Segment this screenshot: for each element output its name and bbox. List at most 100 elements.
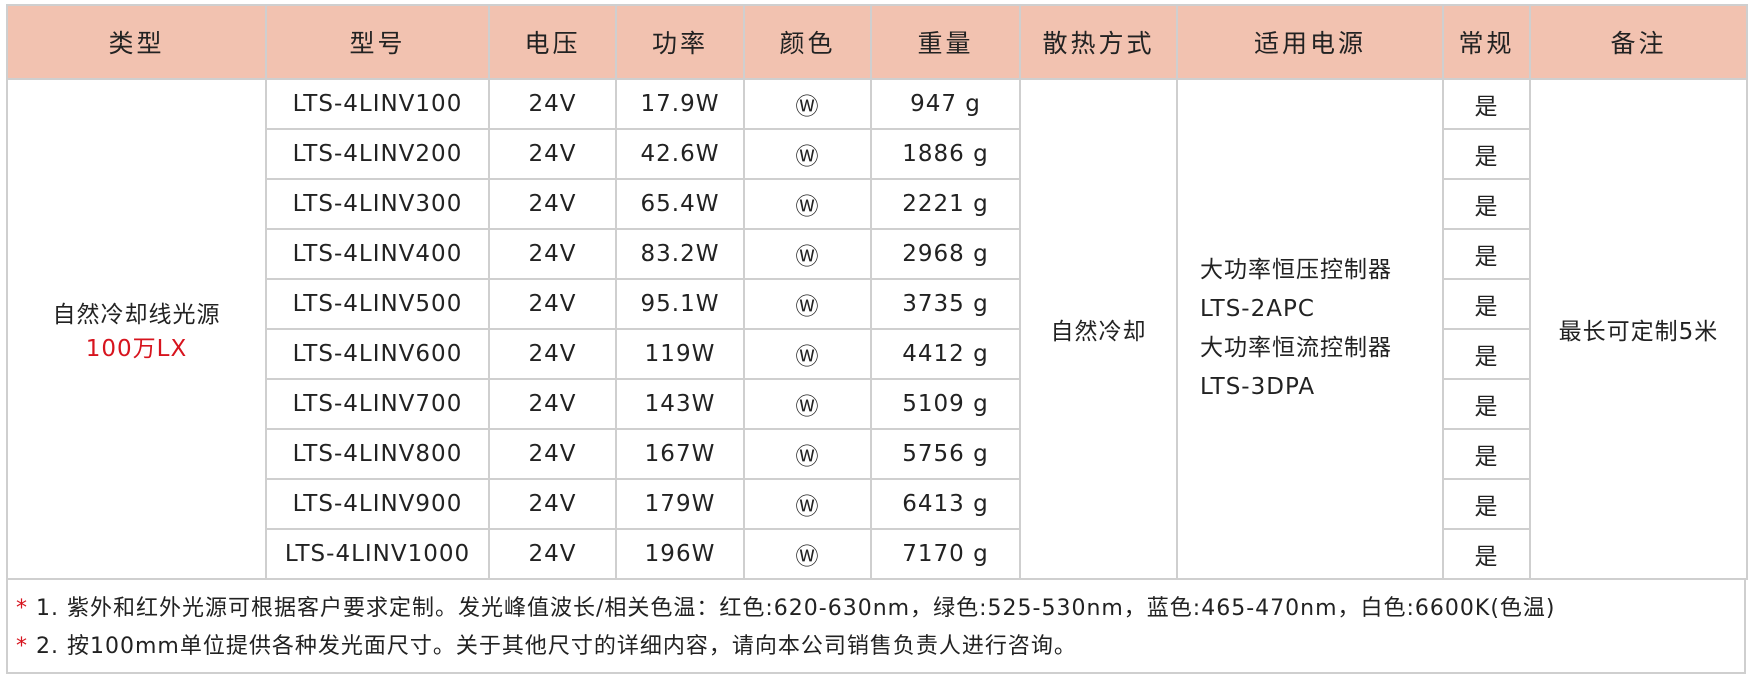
color-cell: Ⓦ <box>743 78 872 130</box>
regular-cell: 是 <box>1442 178 1531 230</box>
regular-cell: 是 <box>1442 428 1531 480</box>
color-cell: Ⓦ <box>743 528 872 580</box>
model-cell: LTS-4LINV800 <box>265 428 490 480</box>
weight-cell: 5756 g <box>870 428 1021 480</box>
voltage-cell: 24V <box>488 428 617 480</box>
voltage-cell: 24V <box>488 278 617 330</box>
color-cell: Ⓦ <box>743 378 872 430</box>
regular-cell: 是 <box>1442 478 1531 530</box>
power-cell: 119W <box>615 328 745 380</box>
model-cell: LTS-4LINV100 <box>265 78 490 130</box>
model-cell: LTS-4LINV600 <box>265 328 490 380</box>
weight-cell: 6413 g <box>870 478 1021 530</box>
header-cell: 常规 <box>1442 4 1531 80</box>
voltage-cell: 24V <box>488 378 617 430</box>
footnote-text: 1. 紫外和红外光源可根据客户要求定制。发光峰值波长/相关色温：红色:620-6… <box>36 596 1556 621</box>
model-cell: LTS-4LINV1000 <box>265 528 490 580</box>
header-cell: 电压 <box>488 4 617 80</box>
type-lux: 100万LX <box>85 336 188 362</box>
model-cell: LTS-4LINV300 <box>265 178 490 230</box>
table-row: LTS-4LINV600 24V 119W Ⓦ 4412 g 是 <box>7 328 1747 380</box>
weight-cell: 2968 g <box>870 228 1021 280</box>
spec-sheet: 类型 型号 电压 功率 颜色 重量 散热方式 适用电源 常规 备注 自然冷却线光源 100万LX LT… <box>6 4 1748 674</box>
table-row: LTS-4LINV400 24V 83.2W Ⓦ 2968 g 是 <box>7 228 1747 280</box>
power-supply-line: 大功率恒压控制器 <box>1200 257 1392 283</box>
color-cell: Ⓦ <box>743 128 872 180</box>
color-cell: Ⓦ <box>743 478 872 530</box>
regular-cell: 是 <box>1442 378 1531 430</box>
footnote-mark: * <box>16 634 28 659</box>
header-cell: 重量 <box>870 4 1021 80</box>
footnote-text: 2. 按100mm单位提供各种发光面尺寸。关于其他尺寸的详细内容，请向本公司销售… <box>36 634 1077 659</box>
footnotes: * 1. 紫外和红外光源可根据客户要求定制。发光峰值波长/相关色温：红色:620… <box>6 580 1746 674</box>
header-cell: 适用电源 <box>1176 4 1444 80</box>
regular-cell: 是 <box>1442 278 1531 330</box>
regular-cell: 是 <box>1442 78 1531 130</box>
voltage-cell: 24V <box>488 78 617 130</box>
weight-cell: 5109 g <box>870 378 1021 430</box>
power-cell: 42.6W <box>615 128 745 180</box>
table-row: LTS-4LINV1000 24V 196W Ⓦ 7170 g 是 <box>7 528 1747 580</box>
type-cell: 自然冷却线光源 100万LX <box>6 78 267 580</box>
weight-cell: 3735 g <box>870 278 1021 330</box>
voltage-cell: 24V <box>488 478 617 530</box>
spec-table: 类型 型号 电压 功率 颜色 重量 散热方式 适用电源 常规 备注 自然冷却线光源 100万LX LT… <box>6 4 1748 580</box>
weight-cell: 4412 g <box>870 328 1021 380</box>
regular-cell: 是 <box>1442 528 1531 580</box>
weight-cell: 2221 g <box>870 178 1021 230</box>
header-cell: 型号 <box>265 4 490 80</box>
weight-cell: 7170 g <box>870 528 1021 580</box>
voltage-cell: 24V <box>488 528 617 580</box>
power-cell: 17.9W <box>615 78 745 130</box>
color-cell: Ⓦ <box>743 228 872 280</box>
model-cell: LTS-4LINV900 <box>265 478 490 530</box>
power-supply-cell: 大功率恒压控制器 LTS-2APC 大功率恒流控制器 LTS-3DPA <box>1176 78 1444 580</box>
table-row: LTS-4LINV900 24V 179W Ⓦ 6413 g 是 <box>7 478 1747 530</box>
table-row: LTS-4LINV800 24V 167W Ⓦ 5756 g 是 <box>7 428 1747 480</box>
header-cell: 功率 <box>615 4 745 80</box>
weight-cell: 1886 g <box>870 128 1021 180</box>
power-cell: 65.4W <box>615 178 745 230</box>
footnote: * 2. 按100mm单位提供各种发光面尺寸。关于其他尺寸的详细内容，请向本公司… <box>16 628 1744 666</box>
footnote-mark: * <box>16 596 28 621</box>
regular-cell: 是 <box>1442 128 1531 180</box>
regular-cell: 是 <box>1442 228 1531 280</box>
table-row: LTS-4LINV200 24V 42.6W Ⓦ 1886 g 是 <box>7 128 1747 180</box>
color-cell: Ⓦ <box>743 428 872 480</box>
power-cell: 167W <box>615 428 745 480</box>
power-cell: 143W <box>615 378 745 430</box>
model-cell: LTS-4LINV700 <box>265 378 490 430</box>
power-supply-line: 大功率恒流控制器 <box>1200 335 1392 361</box>
voltage-cell: 24V <box>488 178 617 230</box>
power-cell: 83.2W <box>615 228 745 280</box>
table-row: LTS-4LINV500 24V 95.1W Ⓦ 3735 g 是 <box>7 278 1747 330</box>
power-cell: 196W <box>615 528 745 580</box>
table-row: LTS-4LINV700 24V 143W Ⓦ 5109 g 是 <box>7 378 1747 430</box>
color-cell: Ⓦ <box>743 328 872 380</box>
voltage-cell: 24V <box>488 328 617 380</box>
voltage-cell: 24V <box>488 228 617 280</box>
regular-cell: 是 <box>1442 328 1531 380</box>
color-cell: Ⓦ <box>743 278 872 330</box>
header-cell: 散热方式 <box>1019 4 1178 80</box>
header-cell: 类型 <box>6 4 267 80</box>
note-cell: 最长可定制5米 <box>1529 78 1748 580</box>
weight-cell: 947 g <box>870 78 1021 130</box>
header-row: 类型 型号 电压 功率 颜色 重量 散热方式 适用电源 常规 备注 <box>6 4 1748 80</box>
power-supply-line: LTS-3DPA <box>1200 374 1316 400</box>
type-name: 自然冷却线光源 <box>52 302 221 328</box>
voltage-cell: 24V <box>488 128 617 180</box>
footnote: * 1. 紫外和红外光源可根据客户要求定制。发光峰值波长/相关色温：红色:620… <box>16 590 1744 628</box>
header-cell: 备注 <box>1529 4 1748 80</box>
power-cell: 95.1W <box>615 278 745 330</box>
color-cell: Ⓦ <box>743 178 872 230</box>
power-supply-line: LTS-2APC <box>1200 296 1315 322</box>
model-cell: LTS-4LINV200 <box>265 128 490 180</box>
model-cell: LTS-4LINV400 <box>265 228 490 280</box>
model-cell: LTS-4LINV500 <box>265 278 490 330</box>
cooling-cell: 自然冷却 <box>1019 78 1178 580</box>
table-row: LTS-4LINV300 24V 65.4W Ⓦ 2221 g 是 <box>7 178 1747 230</box>
